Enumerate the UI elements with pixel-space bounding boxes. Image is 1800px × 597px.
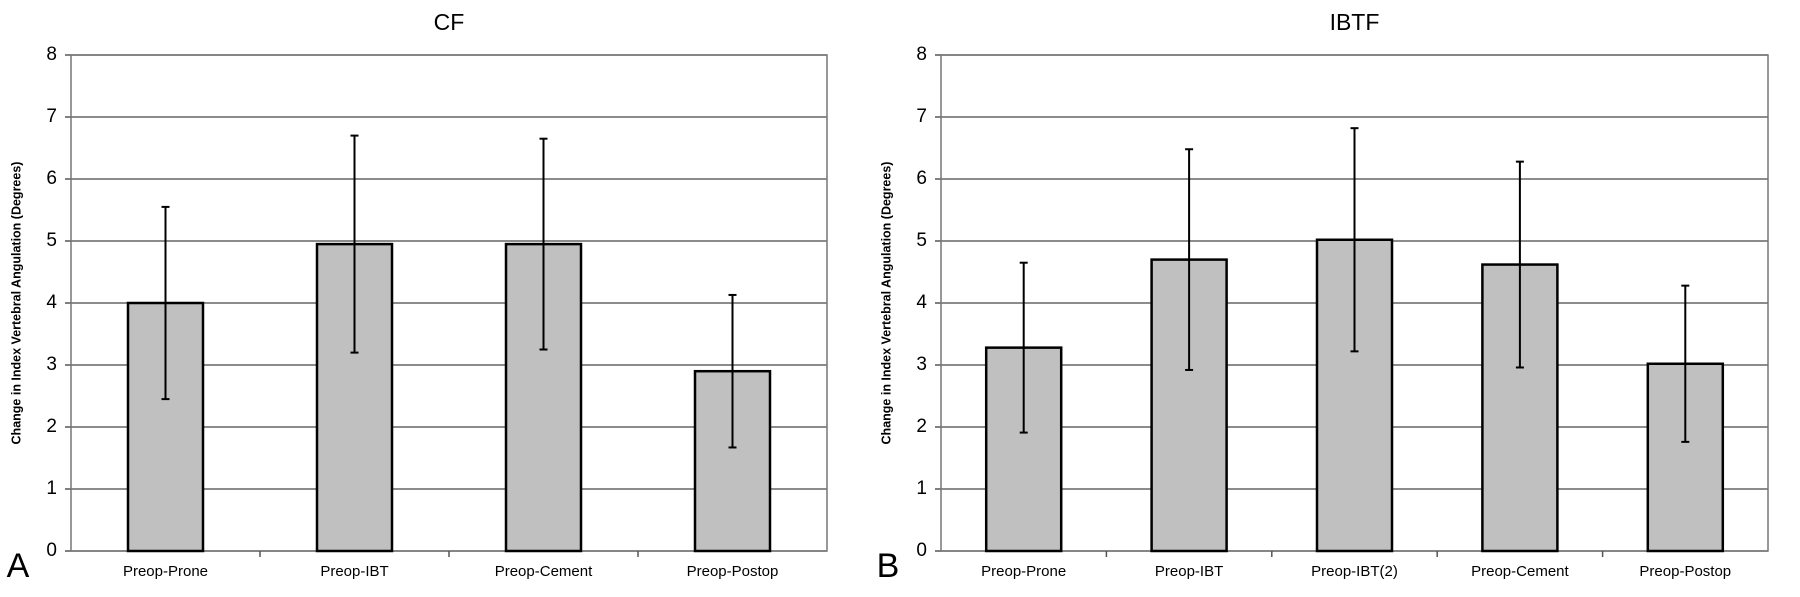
y-tick-label: 4 bbox=[916, 292, 927, 313]
bar bbox=[1646, 362, 1725, 553]
y-tick-label: 0 bbox=[46, 540, 57, 561]
error-bar bbox=[1681, 284, 1690, 443]
panel-label: A bbox=[7, 547, 30, 585]
y-tick-label: 4 bbox=[46, 292, 57, 313]
error-bar bbox=[728, 293, 737, 449]
y-tick-label: 1 bbox=[916, 478, 927, 499]
x-tick-label: Preop-Postop bbox=[687, 563, 779, 580]
error-bar bbox=[161, 205, 170, 401]
x-tick-label: Preop-IBT bbox=[320, 563, 388, 580]
x-tick-label: Preop-Cement bbox=[495, 563, 593, 580]
y-tick-label: 5 bbox=[916, 230, 927, 251]
y-tick-label: 6 bbox=[916, 168, 927, 189]
y-tick-label: 3 bbox=[46, 354, 57, 375]
y-tick-label: 0 bbox=[916, 540, 927, 561]
error-bar bbox=[1350, 127, 1359, 353]
x-tick-label: Preop-Cement bbox=[1471, 563, 1569, 580]
x-tick-label: Preop-Postop bbox=[1639, 563, 1731, 580]
chart-title: CF bbox=[434, 9, 465, 35]
y-tick-label: 5 bbox=[46, 230, 57, 251]
x-tick-label: Preop-IBT(2) bbox=[1311, 563, 1398, 580]
y-tick-label: 2 bbox=[46, 416, 57, 437]
panel-label: B bbox=[877, 547, 900, 585]
error-bar bbox=[539, 137, 548, 351]
y-tick-label: 8 bbox=[46, 44, 57, 65]
error-bar bbox=[1185, 148, 1194, 371]
y-tick-label: 8 bbox=[916, 44, 927, 65]
error-bar bbox=[1515, 160, 1524, 369]
error-bar bbox=[350, 134, 359, 354]
error-bar bbox=[1019, 261, 1028, 434]
x-tick-label: Preop-IBT bbox=[1155, 563, 1223, 580]
x-tick-label: Preop-Prone bbox=[123, 563, 208, 580]
y-tick-label: 1 bbox=[46, 478, 57, 499]
y-axis-label: Change in Index Vertebral Angulation (De… bbox=[879, 162, 893, 445]
y-tick-label: 6 bbox=[46, 168, 57, 189]
x-tick-label: Preop-Prone bbox=[981, 563, 1066, 580]
y-tick-label: 7 bbox=[46, 106, 57, 127]
y-axis-label: Change in Index Vertebral Angulation (De… bbox=[9, 162, 23, 445]
chart-title: IBTF bbox=[1330, 9, 1380, 35]
y-tick-label: 2 bbox=[916, 416, 927, 437]
y-tick-label: 7 bbox=[916, 106, 927, 127]
y-tick-label: 3 bbox=[916, 354, 927, 375]
